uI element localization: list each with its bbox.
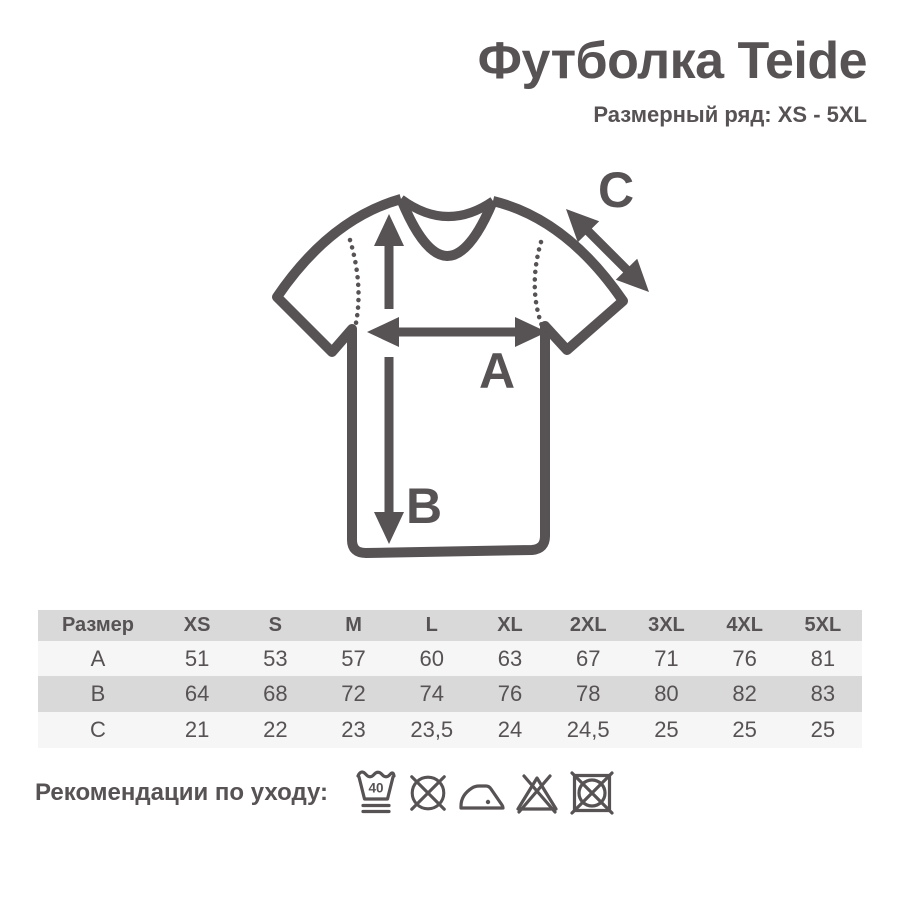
column-header-xl: XL: [470, 610, 550, 641]
care-label: Рекомендации по уходу:: [35, 779, 329, 806]
size-range-subtitle: Размерный ряд: XS - 5XL: [593, 101, 867, 127]
size-value-cell: 74: [392, 676, 471, 712]
column-header-size: Размер: [38, 610, 158, 641]
tshirt-measurement-diagram: A B C: [230, 150, 690, 590]
size-value-cell: 21: [158, 712, 237, 748]
size-value-cell: 60: [392, 641, 471, 676]
size-table: Размер XS S M L XL 2XL 3XL 4XL 5XL A 51 …: [38, 610, 862, 748]
column-header-l: L: [392, 610, 471, 641]
size-value-cell: 67: [549, 641, 628, 676]
tshirt-outline: [272, 194, 628, 558]
size-value-cell: 23,5: [392, 712, 471, 748]
do-not-bleach-icon: [516, 774, 558, 814]
size-value-cell: 57: [314, 641, 393, 676]
column-header-5xl: 5XL: [783, 610, 862, 641]
sleeve-arrow-c: [566, 209, 649, 292]
size-value-cell: 76: [705, 641, 784, 676]
size-value-cell: 53: [236, 641, 315, 676]
size-value-cell: 68: [236, 676, 315, 712]
wash-40-delicate-icon: 40: [356, 770, 396, 814]
size-value-cell: 51: [158, 641, 237, 676]
measure-a-label: A: [479, 343, 515, 399]
row-label-b: B: [38, 676, 158, 712]
measure-b-label: B: [406, 478, 442, 534]
size-value-cell: 63: [470, 641, 550, 676]
column-header-xs: XS: [158, 610, 237, 641]
wash-temp-label: 40: [369, 781, 384, 796]
size-value-cell: 76: [470, 676, 550, 712]
size-value-cell: 64: [158, 676, 237, 712]
column-header-m: M: [314, 610, 393, 641]
collar-neckline-icon: [398, 195, 496, 221]
size-value-cell: 71: [627, 641, 706, 676]
collar-band-icon: [396, 197, 498, 261]
size-value-cell: 23: [314, 712, 393, 748]
page-title: Футболка Teide: [477, 32, 868, 90]
armhole-seam-left: [347, 237, 361, 331]
measure-c-label: C: [598, 162, 634, 218]
do-not-tumble-dry-icon: [570, 771, 614, 815]
size-value-cell: 72: [314, 676, 393, 712]
iron-one-dot-icon: [459, 784, 505, 810]
page-header: Футболка Teide Размерный ряд: XS - 5XL: [477, 32, 868, 128]
size-value-cell: 78: [549, 676, 628, 712]
column-header-2xl: 2XL: [549, 610, 628, 641]
width-arrow-a: [367, 317, 547, 347]
size-value-cell: 82: [705, 676, 784, 712]
row-label-a: A: [38, 641, 158, 676]
size-value-cell: 24,5: [549, 712, 628, 748]
size-value-cell: 80: [627, 676, 706, 712]
column-header-4xl: 4XL: [705, 610, 784, 641]
size-value-cell: 25: [705, 712, 784, 748]
row-label-c: C: [38, 712, 158, 748]
care-icons-row: 40: [355, 768, 615, 818]
column-header-3xl: 3XL: [627, 610, 706, 641]
size-value-cell: 25: [783, 712, 862, 748]
do-not-dry-clean-icon: [410, 775, 446, 811]
care-recommendations: Рекомендации по уходу: 40: [35, 768, 615, 818]
size-value-cell: 25: [627, 712, 706, 748]
size-value-cell: 83: [783, 676, 862, 712]
tshirt-diagram-svg: A B C: [272, 162, 649, 558]
size-value-cell: 22: [236, 712, 315, 748]
length-arrow-b: [374, 214, 404, 544]
size-value-cell: 24: [470, 712, 550, 748]
size-value-cell: 81: [783, 641, 862, 676]
column-header-s: S: [236, 610, 315, 641]
armhole-seam-right: [532, 239, 545, 329]
